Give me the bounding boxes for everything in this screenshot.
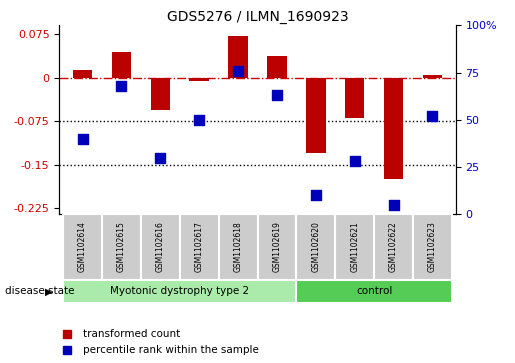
Point bbox=[389, 202, 398, 208]
Text: transformed count: transformed count bbox=[83, 329, 180, 339]
Text: GSM1102619: GSM1102619 bbox=[272, 221, 281, 272]
Bar bbox=[63, 280, 296, 303]
Text: GSM1102623: GSM1102623 bbox=[428, 221, 437, 272]
Point bbox=[234, 68, 242, 74]
Bar bbox=[345, 78, 365, 118]
Bar bbox=[296, 214, 335, 280]
Bar bbox=[258, 214, 296, 280]
Text: disease state: disease state bbox=[5, 286, 75, 296]
Bar bbox=[63, 214, 102, 280]
Point bbox=[312, 192, 320, 198]
Bar bbox=[267, 56, 287, 78]
Title: GDS5276 / ILMN_1690923: GDS5276 / ILMN_1690923 bbox=[167, 11, 348, 24]
Bar bbox=[306, 78, 325, 153]
Bar bbox=[141, 214, 180, 280]
Text: GSM1102618: GSM1102618 bbox=[234, 221, 243, 272]
Text: GSM1102614: GSM1102614 bbox=[78, 221, 87, 272]
Text: GSM1102621: GSM1102621 bbox=[350, 221, 359, 272]
Text: GSM1102622: GSM1102622 bbox=[389, 221, 398, 272]
Text: percentile rank within the sample: percentile rank within the sample bbox=[83, 345, 259, 355]
Point bbox=[78, 136, 87, 142]
Bar bbox=[384, 78, 403, 179]
Text: Myotonic dystrophy type 2: Myotonic dystrophy type 2 bbox=[110, 286, 249, 296]
Text: GSM1102615: GSM1102615 bbox=[117, 221, 126, 272]
Bar bbox=[102, 214, 141, 280]
Text: control: control bbox=[356, 286, 392, 296]
Text: GSM1102617: GSM1102617 bbox=[195, 221, 204, 272]
Point bbox=[273, 92, 281, 98]
Point bbox=[156, 155, 164, 160]
Bar bbox=[228, 36, 248, 78]
Bar bbox=[73, 70, 92, 78]
Bar bbox=[335, 214, 374, 280]
Text: GSM1102620: GSM1102620 bbox=[311, 221, 320, 272]
Bar bbox=[296, 280, 452, 303]
Point bbox=[351, 158, 359, 164]
Bar bbox=[190, 78, 209, 81]
Bar bbox=[413, 214, 452, 280]
Bar bbox=[219, 214, 258, 280]
Bar bbox=[112, 52, 131, 78]
Point bbox=[428, 113, 437, 119]
Point bbox=[195, 117, 203, 123]
Point bbox=[117, 83, 126, 89]
Text: GSM1102616: GSM1102616 bbox=[156, 221, 165, 272]
Bar bbox=[374, 214, 413, 280]
Bar bbox=[150, 78, 170, 110]
Text: ▶: ▶ bbox=[45, 286, 53, 296]
Bar bbox=[423, 75, 442, 78]
Bar bbox=[180, 214, 219, 280]
